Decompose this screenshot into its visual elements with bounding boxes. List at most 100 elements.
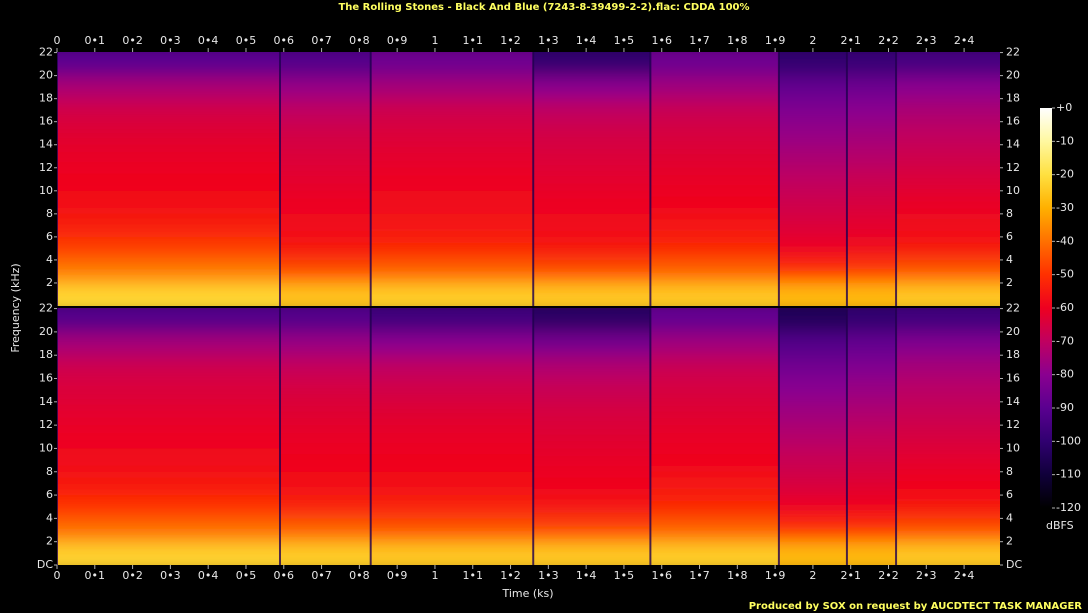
chart-title: The Rolling Stones - Black And Blue (724…: [338, 2, 749, 13]
colorbar-tick-label: +0: [1056, 101, 1072, 114]
spectrum-cell: [533, 98, 651, 122]
y-tick-label: 6: [1006, 230, 1013, 243]
channel-panel: [57, 308, 1000, 565]
segment-gap: [532, 308, 535, 565]
x-tick-label: 0: [54, 34, 61, 47]
spectrum-cell: [896, 448, 1000, 472]
x-tick-label: 2•4: [954, 569, 975, 582]
spectrum-cell: [778, 308, 847, 332]
spectrum-cell: [370, 518, 534, 542]
spectrum-cell: [650, 144, 779, 168]
x-tick-label: 1•6: [651, 34, 672, 47]
spectrum-cell: [533, 541, 651, 565]
colorbar-tick-label: -90: [1056, 401, 1074, 414]
spectrum-cell: [533, 190, 651, 214]
spectrum-cell: [279, 518, 371, 542]
spectrum-cell: [896, 75, 1000, 99]
x-tick-label: 1•9: [765, 569, 786, 582]
spectrum-cell: [279, 331, 371, 356]
y-tick-label: 2: [1006, 276, 1013, 289]
spectrum-cell: [778, 167, 847, 191]
spectrum-cell: [846, 52, 897, 76]
y-tick-label: 14: [1006, 138, 1020, 151]
spectrum-cell: [370, 213, 534, 237]
spectrum-cell: [370, 259, 534, 283]
spectrum-cell: [279, 471, 371, 496]
spectrum-cell: [533, 75, 651, 99]
spectrum-cell: [846, 98, 897, 122]
y-tick-label: 22: [39, 302, 53, 315]
spectrum-cell: [279, 167, 371, 191]
colorbar-tick-label: -110: [1056, 468, 1081, 481]
y-tick-label: 12: [1006, 418, 1020, 431]
spectrum: [57, 52, 1000, 306]
spectrum-cell: [650, 213, 779, 237]
x-tick-label: 1•7: [689, 34, 710, 47]
spectrum-cell: [57, 541, 280, 565]
spectrum-cell: [896, 518, 1000, 542]
spectrum-cell: [370, 167, 534, 191]
spectrum-cell: [370, 121, 534, 145]
x-tick-label: 0•3: [160, 569, 181, 582]
y-tick-label: 6: [46, 230, 53, 243]
colorbar-label: dBFS: [1046, 519, 1074, 532]
y-tick-label: 6: [1006, 488, 1013, 501]
spectrum-cell: [778, 401, 847, 426]
spectrum-cell: [778, 518, 847, 542]
spectrum-cell: [778, 495, 847, 519]
spectrum-cell: [846, 448, 897, 472]
spectrum-cell: [896, 401, 1000, 426]
spectrum-cell: [533, 331, 651, 356]
spectrum-cell: [57, 282, 280, 306]
x-tick-label: 1•2: [500, 569, 521, 582]
x-tick-label: 2•2: [878, 569, 899, 582]
spectrum-cell: [57, 52, 280, 76]
y-tick-label: 2: [46, 535, 53, 548]
spectrum-cell: [370, 331, 534, 356]
spectrum-cell: [533, 167, 651, 191]
spectrum-cell: [533, 518, 651, 542]
x-tick-label: 0•9: [387, 34, 408, 47]
y-tick-label: 14: [1006, 395, 1020, 408]
y-tick-label: 10: [39, 441, 53, 454]
spectrum-cell: [846, 190, 897, 214]
spectrum-cell: [57, 98, 280, 122]
spectrum-cell: [533, 378, 651, 402]
spectrum-cell: [370, 378, 534, 402]
spectrum-cell: [370, 236, 534, 260]
spectrum-cell: [778, 448, 847, 472]
colorbar-tick-label: -120: [1056, 501, 1081, 514]
spectrum-cell: [896, 331, 1000, 356]
spectrum-cell: [57, 236, 280, 260]
x-tick-label: 0•7: [311, 34, 332, 47]
colorbar-tick-label: -60: [1056, 301, 1074, 314]
spectrum-cell: [533, 282, 651, 306]
spectrum-cell: [650, 190, 779, 214]
y-tick-label: 10: [1006, 184, 1020, 197]
x-tick-label: 0: [54, 569, 61, 582]
x-tick-label: 1•7: [689, 569, 710, 582]
spectrum-cell: [279, 98, 371, 122]
spectrum-cell: [896, 541, 1000, 565]
segment-gap: [369, 308, 372, 565]
spectrum-cell: [846, 236, 897, 260]
colorbar-tick-label: -50: [1056, 268, 1074, 281]
segment-gap: [532, 52, 535, 306]
spectrum-cell: [57, 355, 280, 379]
spectrum-cell: [778, 213, 847, 237]
x-tick-label: 2•2: [878, 34, 899, 47]
spectrum-cell: [57, 425, 280, 449]
spectrum-cell: [279, 144, 371, 168]
spectrum-cell: [279, 401, 371, 426]
y-tick-label: 12: [39, 161, 53, 174]
spectrum-cell: [846, 144, 897, 168]
x-tick-label: 0•6: [274, 34, 295, 47]
x-tick-label: 0•7: [311, 569, 332, 582]
spectrum-cell: [370, 448, 534, 472]
spectrum-cell: [57, 259, 280, 283]
x-tick-label: 0•4: [198, 569, 219, 582]
x-tick-label: 0•2: [122, 34, 143, 47]
spectrum-cell: [370, 52, 534, 76]
x-tick-label: 1•3: [538, 34, 559, 47]
x-tick-label: 1•5: [614, 34, 635, 47]
